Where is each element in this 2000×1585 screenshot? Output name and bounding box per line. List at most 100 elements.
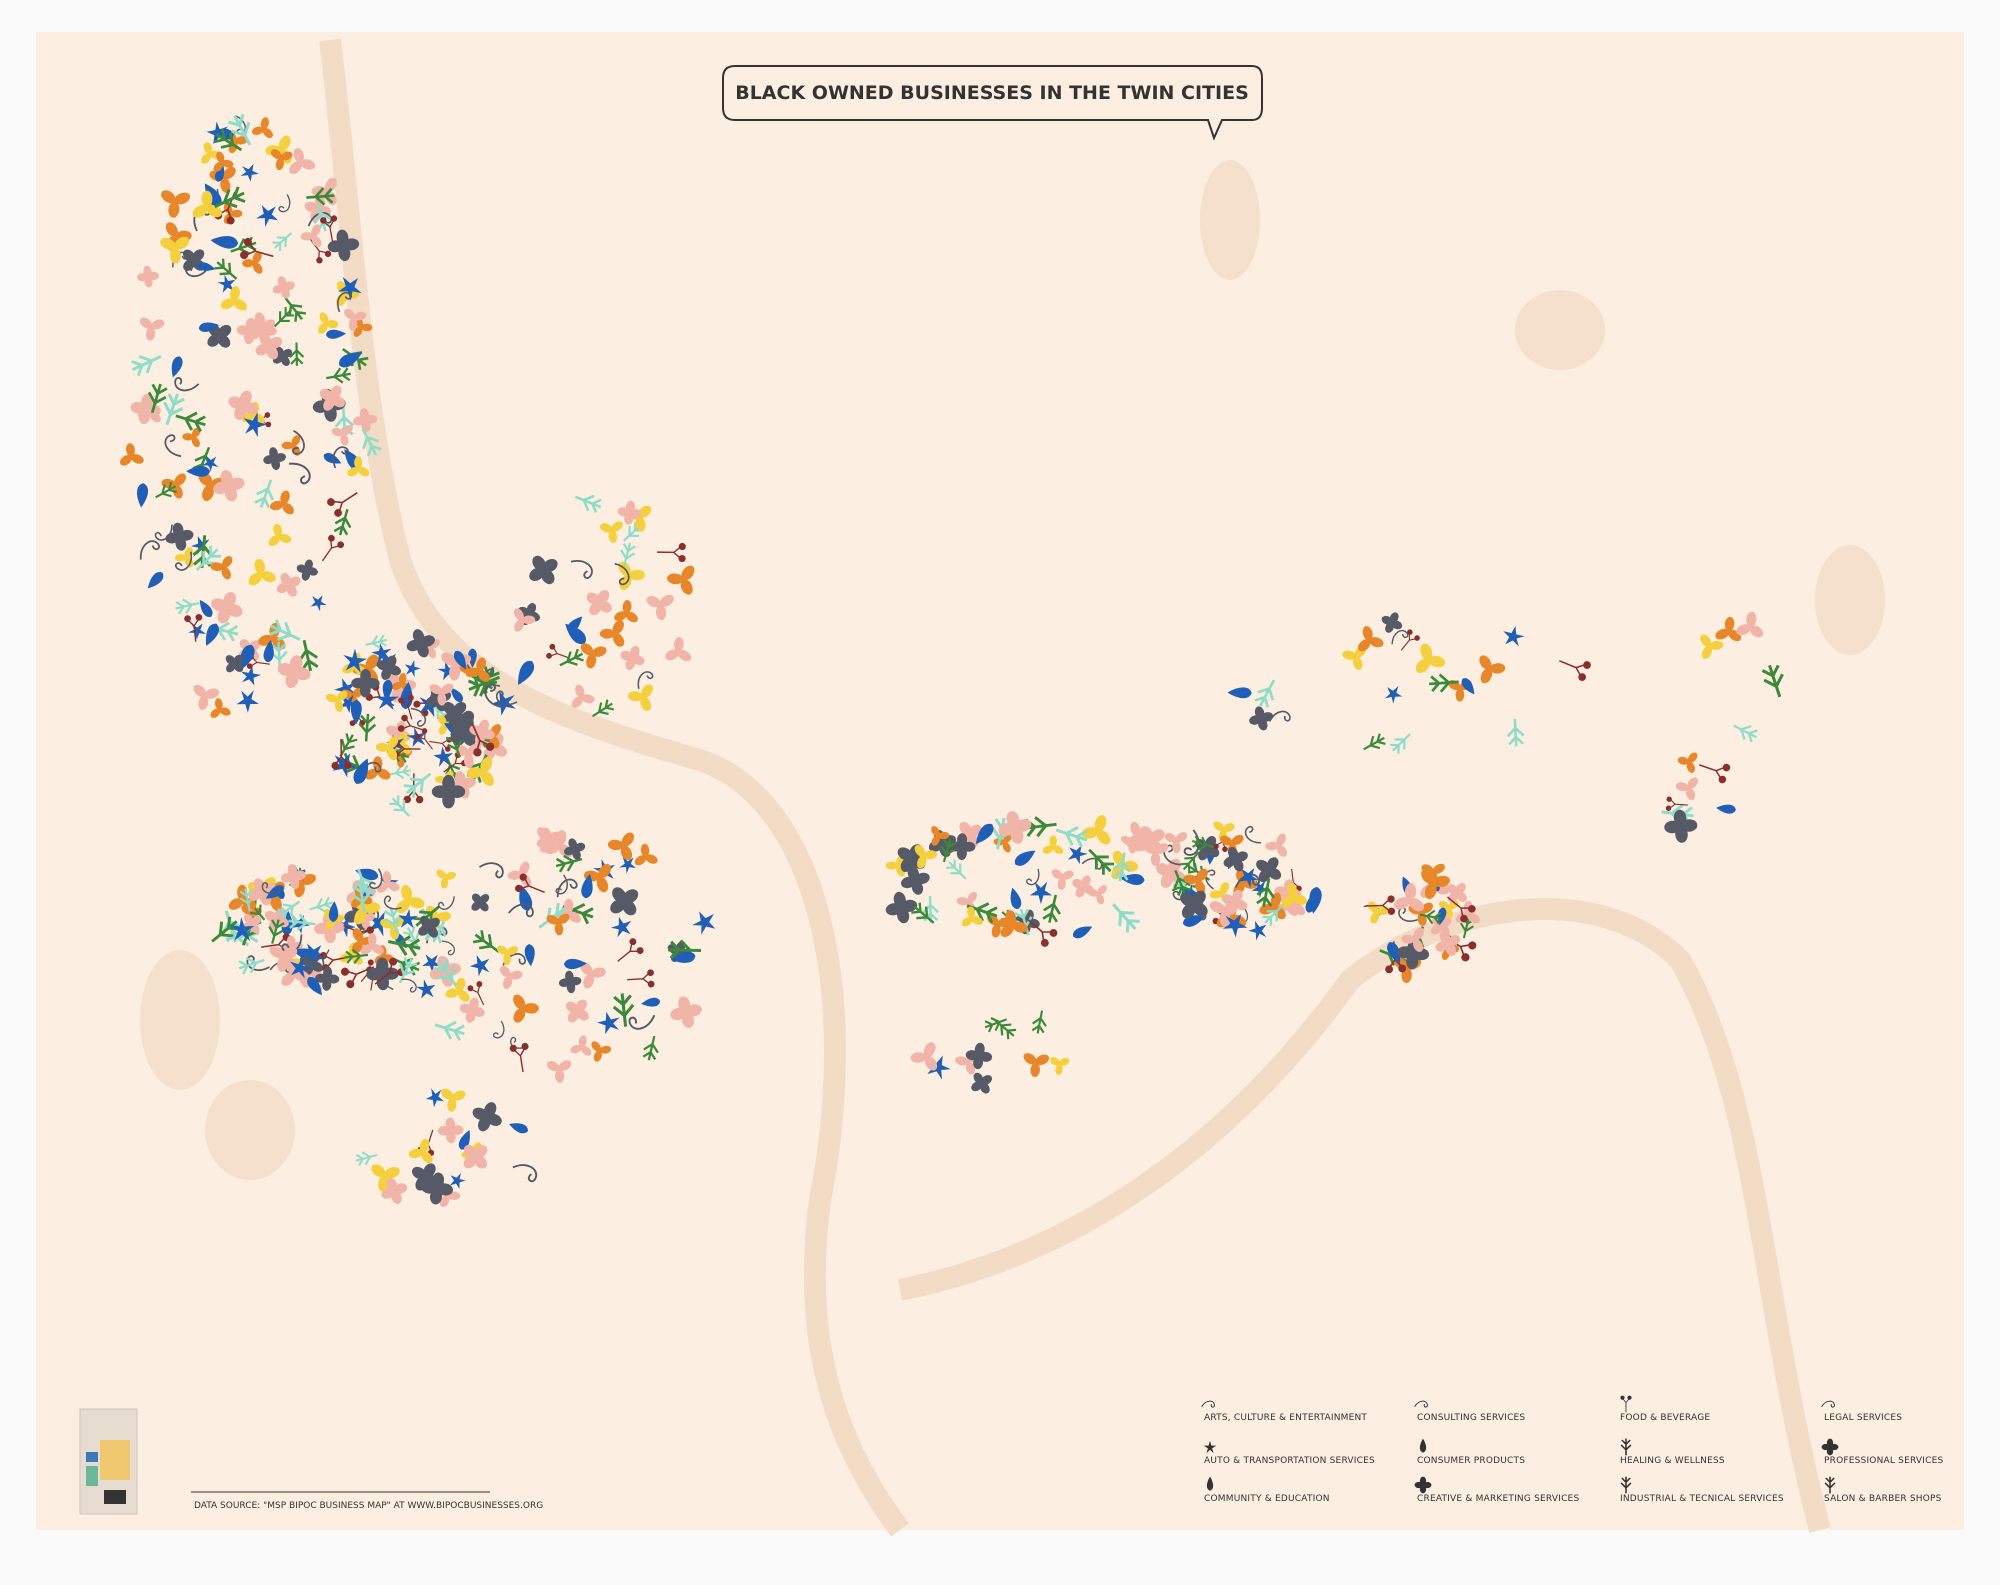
business-glyph xyxy=(1238,867,1260,889)
petal xyxy=(1680,819,1698,832)
petal xyxy=(387,736,399,749)
petal xyxy=(269,447,278,459)
business-glyph xyxy=(509,1042,529,1073)
drop xyxy=(353,758,369,784)
petal xyxy=(1223,823,1235,832)
business-glyph xyxy=(1384,686,1403,704)
petal xyxy=(125,443,135,457)
petal xyxy=(1685,787,1696,801)
petal xyxy=(440,877,449,889)
business-glyph xyxy=(571,684,595,708)
legend-label: PROFESSIONAL SERVICES xyxy=(1824,1456,1943,1466)
petal xyxy=(591,967,606,978)
business-glyph xyxy=(248,558,276,586)
petal xyxy=(436,869,447,879)
petal xyxy=(243,914,254,925)
drop xyxy=(1010,887,1022,910)
business-glyph xyxy=(207,323,232,348)
petal xyxy=(591,1041,601,1052)
sprig xyxy=(413,905,440,930)
business-glyph xyxy=(383,907,403,935)
thumbnail-block xyxy=(86,1452,98,1462)
business-glyph xyxy=(182,427,201,448)
business-glyph xyxy=(1265,833,1288,857)
petal xyxy=(1061,870,1074,880)
petal xyxy=(248,572,263,586)
sprig xyxy=(1254,679,1276,708)
business-glyph xyxy=(1081,815,1111,845)
business-glyph xyxy=(239,888,255,912)
petal xyxy=(1231,834,1244,846)
business-glyph xyxy=(1248,920,1267,941)
petal xyxy=(387,881,400,892)
business-glyph xyxy=(1400,629,1420,651)
berry xyxy=(327,498,335,506)
petal xyxy=(1749,625,1764,638)
berry xyxy=(1583,661,1591,669)
petal xyxy=(1219,882,1230,894)
business-glyph xyxy=(328,901,339,922)
petal xyxy=(563,898,574,914)
business-glyph xyxy=(1503,625,1525,647)
petal xyxy=(979,1082,990,1094)
berry xyxy=(629,938,637,946)
business-glyph xyxy=(1715,616,1742,642)
business-glyph xyxy=(1206,1476,1214,1491)
business-glyph xyxy=(171,356,183,378)
river xyxy=(319,38,909,1537)
sprig xyxy=(574,494,602,514)
business-glyph xyxy=(1391,629,1409,645)
curl xyxy=(614,562,630,586)
business-glyph xyxy=(398,957,418,984)
business-glyph xyxy=(269,490,294,515)
petal xyxy=(225,655,236,665)
petal xyxy=(1287,905,1298,917)
petal xyxy=(280,872,294,883)
business-glyph xyxy=(449,1172,466,1189)
sprig xyxy=(239,888,255,912)
petal xyxy=(1096,830,1111,845)
drop xyxy=(671,951,696,963)
business-glyph xyxy=(1824,1476,1836,1494)
curl xyxy=(289,462,311,485)
business-glyph xyxy=(270,641,288,670)
petal xyxy=(165,222,178,237)
petal xyxy=(300,159,316,170)
business-glyph xyxy=(612,993,635,1027)
sprig xyxy=(358,713,377,742)
business-glyph xyxy=(479,862,504,879)
petal xyxy=(617,507,630,517)
petal xyxy=(1172,840,1181,854)
business-glyph xyxy=(272,232,293,251)
petal xyxy=(1030,1062,1040,1078)
drop xyxy=(323,452,342,464)
business-glyph xyxy=(1281,883,1307,908)
petal xyxy=(214,698,223,710)
business-glyph xyxy=(614,562,630,586)
business-glyph xyxy=(319,385,346,411)
curl xyxy=(278,194,291,213)
petal xyxy=(280,151,293,161)
business-glyph xyxy=(1087,885,1107,905)
petal xyxy=(583,973,595,989)
petal xyxy=(1196,868,1208,882)
sprig xyxy=(175,411,206,433)
river xyxy=(897,898,1831,1533)
petal xyxy=(254,558,266,575)
petal xyxy=(206,204,222,218)
business-glyph xyxy=(1381,612,1403,633)
sprig xyxy=(1088,848,1115,875)
petal xyxy=(1195,880,1206,894)
business-glyph xyxy=(382,970,394,991)
petal xyxy=(457,990,470,1002)
petal xyxy=(1014,819,1032,832)
petal xyxy=(204,688,220,699)
business-glyph xyxy=(546,913,570,936)
petal xyxy=(474,1145,488,1159)
business-glyph xyxy=(327,229,360,262)
business-glyph xyxy=(641,997,661,1007)
petal xyxy=(1175,832,1188,843)
petal xyxy=(1489,663,1506,674)
petal xyxy=(222,556,233,568)
legend-label: INDUSTRIAL & TECNICAL SERVICES xyxy=(1620,1494,1784,1504)
